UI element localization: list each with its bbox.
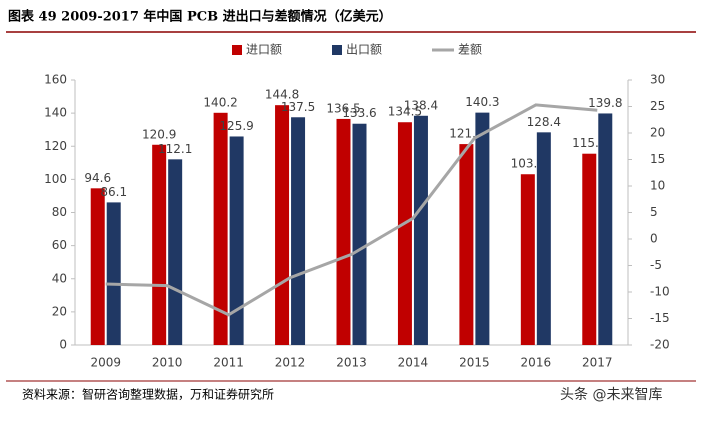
x-tick-label: 2009 bbox=[90, 356, 121, 370]
y2-tick-label: -5 bbox=[650, 258, 662, 272]
value-label: 94.6 bbox=[84, 171, 111, 185]
bar bbox=[213, 112, 228, 345]
y2-tick-label: 5 bbox=[650, 205, 658, 219]
y-tick-label: 100 bbox=[44, 172, 67, 186]
bar bbox=[352, 123, 367, 345]
legend-swatch bbox=[232, 45, 242, 55]
bar bbox=[582, 153, 597, 345]
bar bbox=[275, 105, 290, 345]
bar bbox=[520, 174, 535, 345]
value-label: 112.1 bbox=[158, 142, 192, 156]
y2-tick-label: -15 bbox=[650, 311, 670, 325]
value-label: 144.8 bbox=[265, 88, 299, 102]
x-tick-label: 2017 bbox=[582, 356, 613, 370]
chart-title: 图表 49 2009-2017 年中国 PCB 进出口与差额情况（亿美元） bbox=[8, 9, 392, 25]
bar bbox=[475, 112, 490, 345]
bar bbox=[152, 144, 167, 345]
y-tick-label: 60 bbox=[52, 238, 67, 252]
value-label: 140.2 bbox=[203, 95, 237, 109]
bar bbox=[598, 113, 613, 345]
y2-tick-label: 10 bbox=[650, 179, 665, 193]
x-tick-label: 2010 bbox=[152, 356, 183, 370]
y2-tick-label: -10 bbox=[650, 285, 670, 299]
bar bbox=[291, 117, 306, 345]
bar bbox=[106, 202, 121, 345]
y2-tick-label: 15 bbox=[650, 152, 665, 166]
bar bbox=[90, 188, 105, 345]
value-label: 136.5 bbox=[326, 101, 360, 115]
value-label: 128.4 bbox=[527, 115, 561, 129]
watermark: 头条 @未来智库 bbox=[560, 386, 662, 403]
x-tick-label: 2011 bbox=[213, 356, 244, 370]
y-tick-label: 20 bbox=[52, 304, 67, 318]
x-tick-label: 2014 bbox=[398, 356, 429, 370]
y-tick-label: 80 bbox=[52, 205, 67, 219]
line bbox=[105, 103, 598, 317]
y2-tick-label: 0 bbox=[650, 232, 658, 246]
bar bbox=[459, 144, 474, 345]
y2-tick-label: 25 bbox=[650, 99, 665, 113]
value-label: 140.3 bbox=[465, 95, 499, 109]
y-tick-label: 120 bbox=[44, 139, 67, 153]
x-tick-label: 2012 bbox=[275, 356, 306, 370]
value-label: 133.6 bbox=[342, 106, 376, 120]
x-tick-label: 2015 bbox=[459, 356, 490, 370]
x-tick-label: 2016 bbox=[521, 356, 552, 370]
bar bbox=[168, 159, 183, 345]
bar bbox=[336, 118, 351, 345]
bar bbox=[397, 122, 412, 345]
value-label: 120.9 bbox=[142, 127, 176, 141]
value-label: 86.1 bbox=[100, 185, 127, 199]
legend-label: 进口额 bbox=[246, 43, 282, 57]
bar bbox=[536, 132, 551, 345]
legend-label: 出口额 bbox=[346, 43, 382, 57]
value-label: 134.5 bbox=[388, 105, 422, 119]
y-tick-label: 140 bbox=[44, 106, 67, 120]
value-label: 103.1 bbox=[511, 157, 545, 171]
source: 资料来源：智研咨询整理数据，万和证券研究所 bbox=[22, 387, 274, 402]
y-tick-label: 40 bbox=[52, 271, 67, 285]
x-tick-label: 2013 bbox=[336, 356, 367, 370]
y2-tick-label: -20 bbox=[650, 338, 670, 352]
value-label: 125.9 bbox=[219, 119, 253, 133]
y2-tick-label: 20 bbox=[650, 126, 665, 140]
y-tick-label: 0 bbox=[59, 338, 67, 352]
bar bbox=[229, 136, 244, 345]
legend-swatch bbox=[332, 45, 342, 55]
legend-label: 差额 bbox=[458, 43, 482, 57]
value-label: 137.5 bbox=[281, 100, 315, 114]
bar bbox=[413, 115, 428, 346]
value-label: 115.5 bbox=[572, 136, 606, 150]
y2-tick-label: 30 bbox=[650, 73, 665, 87]
y-tick-label: 160 bbox=[44, 73, 67, 87]
value-label: 138.4 bbox=[404, 98, 438, 112]
value-label: 139.8 bbox=[588, 96, 622, 110]
